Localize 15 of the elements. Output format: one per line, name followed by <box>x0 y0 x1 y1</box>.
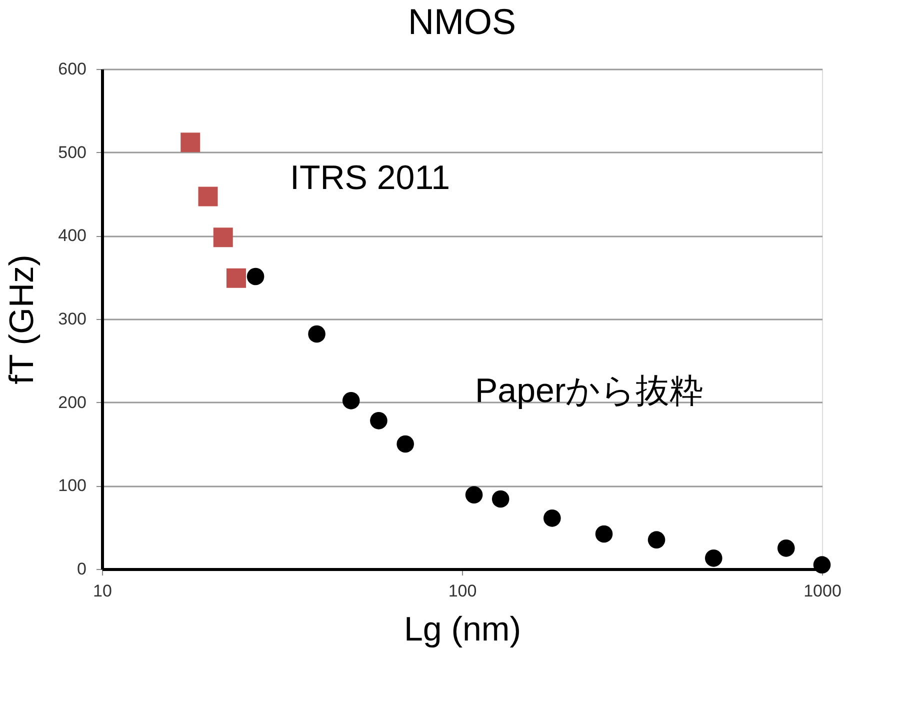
x-tick-label: 100 <box>448 582 477 600</box>
x-tick-label: 10 <box>93 582 112 600</box>
x-tick-label: 1000 <box>804 582 842 600</box>
y-tick-label: 300 <box>58 310 86 328</box>
y-tick-label: 500 <box>58 142 86 162</box>
y-tick-label: 100 <box>58 476 86 496</box>
y-tick-label: 600 <box>58 60 86 78</box>
series-label: ITRS 2011 <box>290 159 450 197</box>
y-tick-label: 0 <box>77 560 86 578</box>
text: Paperから抜粋 <box>475 372 704 410</box>
x-axis-title: Lg (nm) <box>404 610 522 648</box>
chart-title: NMOS <box>408 1 516 42</box>
y-axis-title: fT (GHz) <box>3 254 42 384</box>
y-tick-label: 200 <box>58 392 86 412</box>
y-tick-label: 400 <box>58 226 86 246</box>
